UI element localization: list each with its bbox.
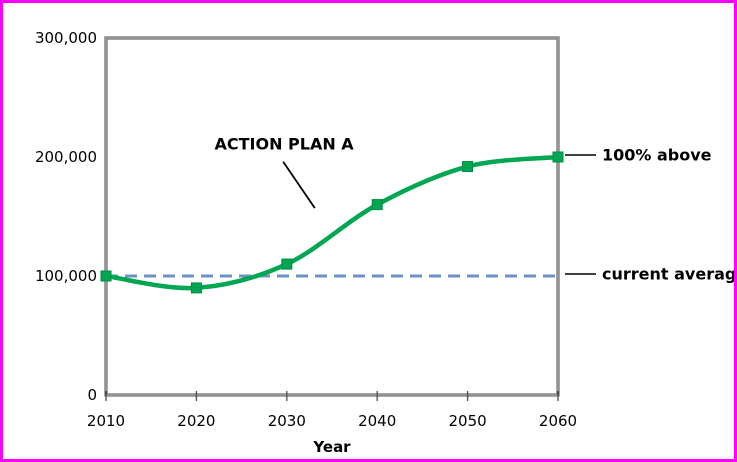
x-axis-tick-label-2040: 2040 [358, 412, 396, 430]
x-axis-tick-label-2020: 2020 [177, 412, 215, 430]
annotation-leader-line [282, 161, 316, 209]
plot-frame-inner [105, 37, 559, 396]
y-axis-tick-label-300000: 300,000 [35, 29, 97, 47]
series-line-action-plan-a [103, 154, 561, 291]
y-axis-tick-label-100000: 100,000 [35, 267, 97, 285]
x-axis-tick-label-2030: 2030 [268, 412, 306, 430]
data-point-marker-2040 [371, 199, 383, 211]
data-point-marker-2050 [462, 161, 474, 173]
x-axis-tick-label-2060: 2060 [539, 412, 577, 430]
x-axis-title: Year [312, 438, 351, 456]
series-annotation-label: ACTION PLAN A [214, 134, 354, 153]
data-point-marker-2060 [552, 151, 564, 163]
right-label-pct-above: 100% above [602, 146, 712, 165]
y-axis-tick-label-0: 0 [87, 386, 97, 404]
data-point-marker-2010 [100, 270, 112, 282]
data-point-marker-2030 [281, 258, 293, 270]
x-axis-tick-label-2010: 2010 [87, 412, 125, 430]
plot-area [106, 38, 558, 395]
y-axis-tick-label-200000: 200,000 [35, 148, 97, 166]
right-label-current-average: current average [602, 265, 737, 284]
x-axis-tick-label-2050: 2050 [449, 412, 487, 430]
data-point-marker-2020 [190, 282, 202, 294]
